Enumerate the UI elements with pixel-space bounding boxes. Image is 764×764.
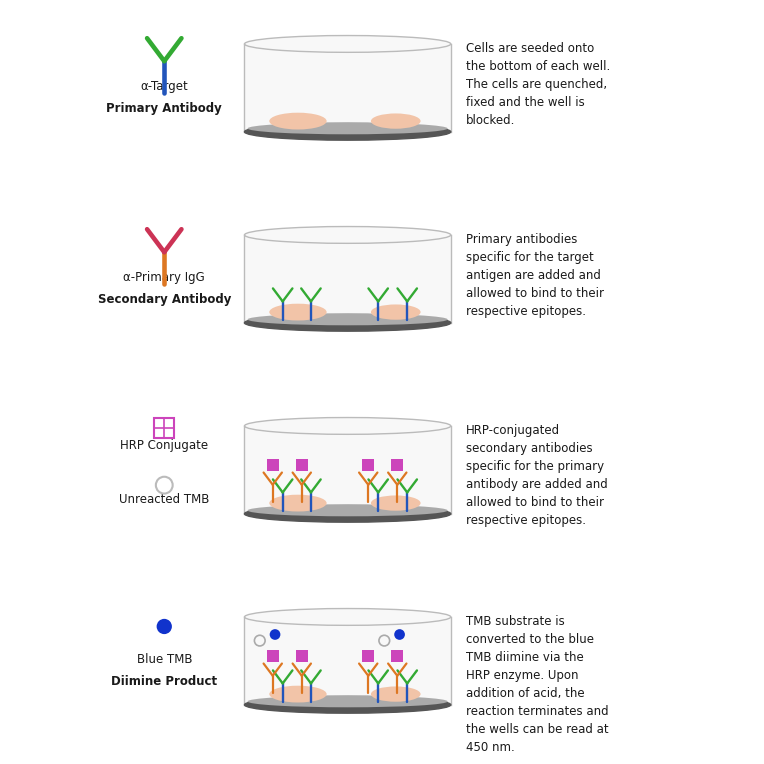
Ellipse shape — [244, 608, 451, 625]
Bar — [362, 458, 374, 471]
Text: Cells are seeded onto
the bottom of each well.
The cells are quenched,
fixed and: Cells are seeded onto the bottom of each… — [466, 42, 610, 127]
Bar — [244, 235, 451, 322]
Ellipse shape — [270, 303, 327, 321]
Text: Blue TMB: Blue TMB — [137, 653, 192, 666]
Bar — [362, 649, 374, 662]
Ellipse shape — [270, 495, 327, 512]
Ellipse shape — [244, 226, 451, 243]
Bar — [244, 426, 451, 513]
Bar — [296, 458, 308, 471]
Bar — [391, 649, 403, 662]
Ellipse shape — [244, 417, 451, 434]
Ellipse shape — [248, 122, 448, 134]
Text: HRP Conjugate: HRP Conjugate — [120, 439, 209, 452]
Bar — [267, 649, 279, 662]
Ellipse shape — [371, 686, 420, 701]
Text: α-Target: α-Target — [141, 80, 188, 93]
Bar — [391, 458, 403, 471]
Bar — [154, 418, 174, 438]
Ellipse shape — [244, 123, 451, 140]
Bar — [244, 617, 451, 704]
Text: HRP-conjugated
secondary antibodies
specific for the primary
antibody are added : HRP-conjugated secondary antibodies spec… — [466, 424, 608, 527]
Ellipse shape — [270, 686, 327, 703]
Ellipse shape — [248, 695, 448, 707]
Ellipse shape — [371, 113, 420, 128]
Text: Unreacted TMB: Unreacted TMB — [119, 493, 209, 506]
Text: Secondary Antibody: Secondary Antibody — [98, 293, 231, 306]
Text: α-Primary IgG: α-Primary IgG — [123, 271, 206, 284]
Circle shape — [270, 629, 280, 639]
Ellipse shape — [270, 112, 327, 129]
Bar — [267, 458, 279, 471]
Text: Primary Antibody: Primary Antibody — [106, 102, 222, 115]
Ellipse shape — [244, 697, 451, 714]
Circle shape — [157, 619, 172, 634]
Bar — [244, 44, 451, 131]
Ellipse shape — [371, 495, 420, 510]
Bar — [296, 649, 308, 662]
Circle shape — [394, 629, 405, 639]
Text: TMB substrate is
converted to the blue
TMB diimine via the
HRP enzyme. Upon
addi: TMB substrate is converted to the blue T… — [466, 615, 609, 754]
Ellipse shape — [371, 304, 420, 319]
Text: Diimine Product: Diimine Product — [112, 675, 217, 688]
Text: Primary antibodies
specific for the target
antigen are added and
allowed to bind: Primary antibodies specific for the targ… — [466, 233, 604, 318]
Ellipse shape — [248, 504, 448, 516]
Ellipse shape — [248, 313, 448, 325]
Ellipse shape — [244, 506, 451, 523]
Ellipse shape — [244, 315, 451, 331]
Ellipse shape — [244, 35, 451, 52]
